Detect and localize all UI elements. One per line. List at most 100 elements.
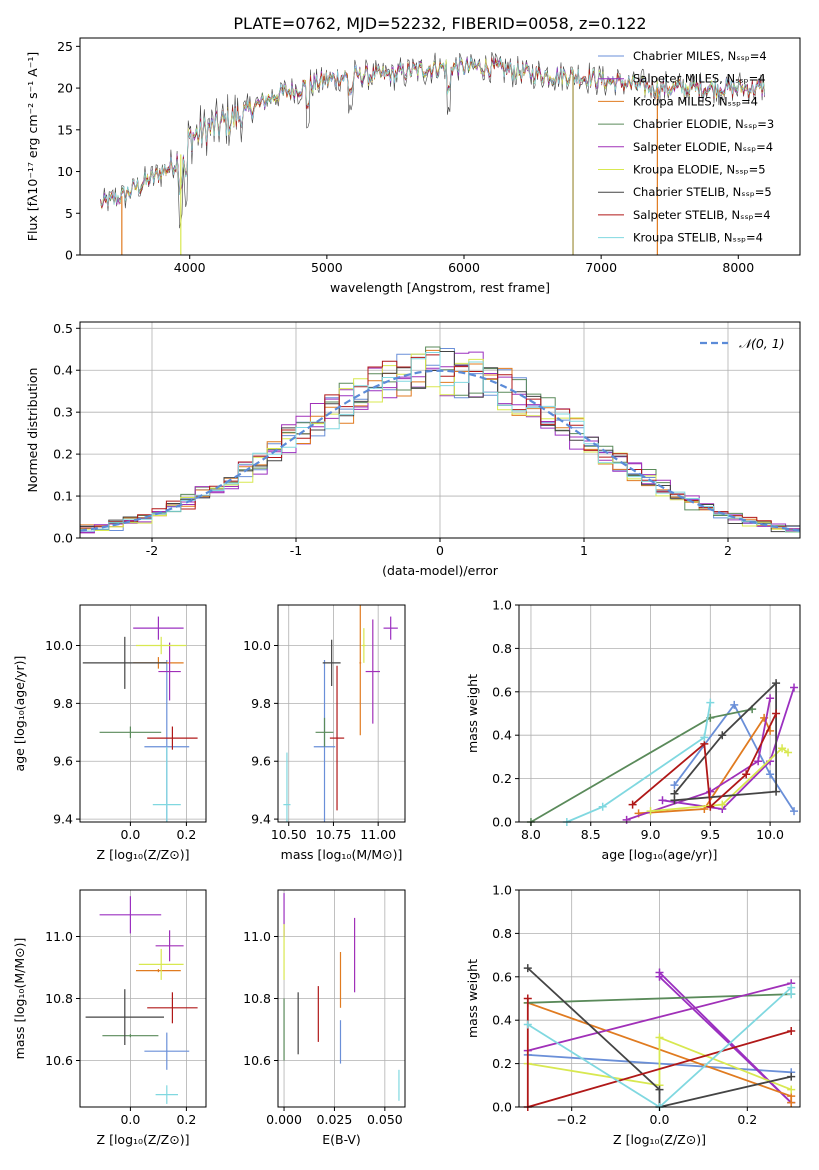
y-tick-label: 0.0 (492, 1100, 512, 1115)
mass-weight-vs-Z-panel: −0.2 0.0 0.2 0.0 0.2 0.4 0.6 0.8 1.0 Z [log₁₀(Z/Z… (465, 883, 801, 1147)
weight-point-marker (790, 807, 799, 816)
spectrum-panel: 4000 5000 6000 7000 8000 0 5 10 15 20 25 wavelength… (25, 37, 801, 295)
y-tick-label: 10.8 (45, 991, 73, 1006)
y-tick-label: 9.6 (53, 754, 73, 769)
weight-point-marker (730, 700, 739, 709)
weight-point-marker (787, 1085, 796, 1094)
y-tick-label: 0.3 (53, 405, 73, 420)
y-tick-label: 11.0 (45, 929, 73, 944)
x-tick-label: -2 (146, 543, 158, 558)
mass-weight-vs-age-panel: 8.0 8.5 9.0 9.5 10.0 0.0 0.2 0.4 0.6 0.8 1.0 age [l… (465, 598, 801, 862)
y-tick-label: 9.8 (53, 696, 73, 711)
y-tick-label: 9.6 (251, 754, 271, 769)
weight-series-line (626, 698, 771, 821)
spectrum-series-line (100, 57, 765, 207)
weight-point-marker (655, 972, 664, 981)
y-tick-label: 10 (57, 164, 73, 179)
weight-point-marker (670, 781, 679, 790)
weight-point-marker (523, 964, 532, 973)
axes-frame (277, 604, 406, 823)
x-tick-label: 8.5 (581, 827, 601, 842)
x-tick-label: 9.5 (700, 827, 720, 842)
y-tick-label: 0.1 (53, 489, 73, 504)
x-tick-label: 10.50 (271, 827, 307, 842)
histogram-series (80, 353, 800, 533)
x-axis-label: Z [log₁₀(Z/Z⊙)] (97, 1132, 190, 1147)
y-tick-label: 0.4 (53, 363, 73, 378)
x-tick-label: 0 (436, 543, 444, 558)
legend-entry: Kroupa STELIB, Nₛₛₚ=4 (633, 231, 763, 245)
x-tick-label: 11.00 (360, 827, 396, 842)
y-tick-label: 10.8 (243, 991, 271, 1006)
y-tick-label: 0 (65, 248, 73, 263)
x-tick-label: 0.025 (317, 1112, 353, 1127)
y-tick-label: 0.8 (492, 926, 512, 941)
y-tick-label: 10.6 (45, 1053, 73, 1068)
y-tick-label: 20 (57, 81, 73, 96)
y-tick-label: 9.4 (53, 812, 73, 827)
x-axis-label: E(B-V) (322, 1132, 361, 1147)
legend-entry: Chabrier ELODIE, Nₛₛₚ=3 (633, 117, 774, 131)
y-tick-label: 11.0 (243, 929, 271, 944)
y-tick-label: 9.8 (251, 696, 271, 711)
x-tick-label: 0.2 (737, 1112, 757, 1127)
weight-point-marker (766, 770, 775, 779)
y-tick-label: 1.0 (492, 883, 512, 898)
weight-point-marker (655, 1085, 664, 1094)
weight-point-marker (646, 807, 655, 816)
weight-series-line (650, 747, 789, 812)
weight-point-marker (772, 679, 781, 688)
x-tick-label: 2 (724, 543, 732, 558)
y-tick-label: 0.2 (492, 771, 512, 786)
legend-entry: Salpeter STELIB, Nₛₛₚ=4 (633, 208, 771, 222)
weight-point-marker (598, 802, 607, 811)
x-tick-label: 6000 (448, 260, 480, 275)
x-tick-label: 10.0 (756, 827, 784, 842)
x-tick-label: 8000 (722, 260, 754, 275)
legend-entry: Chabrier MILES, Nₛₛₚ=4 (633, 49, 767, 63)
legend-entry: Kroupa MILES, Nₛₛₚ=4 (633, 94, 758, 108)
y-axis-label: mass weight (465, 959, 480, 1038)
weight-point-marker (622, 815, 631, 824)
x-tick-label: 7000 (585, 260, 617, 275)
points-layer (283, 893, 400, 1101)
weight-point-marker (787, 1098, 796, 1107)
x-axis-label: Z [log₁₀(Z/Z⊙)] (613, 1132, 706, 1147)
y-tick-label: 15 (57, 122, 73, 137)
mass-vs-EBV-panel: 0.000 0.025 0.050 10.6 10.8 11.0 E(B-V) (243, 889, 406, 1147)
y-tick-label: 0.0 (53, 531, 73, 546)
weight-point-marker (718, 731, 727, 740)
x-axis-label: Z [log₁₀(Z/Z⊙)] (97, 847, 190, 862)
normal-reference-curve (79, 369, 801, 532)
y-axis-label: mass [log₁₀(M/M⊙)] (12, 938, 27, 1060)
weight-point-marker (706, 802, 715, 811)
x-tick-label: 1 (580, 543, 588, 558)
weight-point-marker (742, 770, 751, 779)
x-axis-label: mass [log₁₀(M/M⊙)] (281, 847, 403, 862)
y-tick-label: 5 (65, 206, 73, 221)
legend-entry: Chabrier STELIB, Nₛₛₚ=5 (633, 185, 772, 199)
x-tick-label: 0.2 (176, 1112, 196, 1127)
y-axis-label: Normed distribution (25, 368, 40, 493)
x-tick-label: 0.2 (176, 827, 196, 842)
y-tick-label: 0.4 (492, 1013, 512, 1028)
points-layer (82, 616, 198, 822)
y-tick-label: 25 (57, 39, 73, 54)
charts-layer: 4000 5000 6000 7000 80000510152025wavelength… (12, 37, 801, 1147)
x-axis-label: wavelength [Angstrom, rest frame] (330, 280, 550, 295)
y-axis-label: age [log₁₀(age/yr)] (12, 656, 27, 772)
weight-point-marker (523, 994, 532, 1003)
weight-point-marker (772, 709, 781, 718)
y-tick-label: 10.0 (243, 638, 271, 653)
legend-entry: 𝒩(0, 1) (739, 336, 785, 351)
weight-point-marker (787, 1072, 796, 1081)
y-axis-label: mass weight (465, 674, 480, 753)
age-vs-mass-panel: 10.50 10.75 11.00 9.4 9.6 9.8 10.0 mass [log₁₀(… (243, 604, 406, 862)
legend-entry: Salpeter MILES, Nₛₛₚ=4 (633, 72, 766, 86)
residuals-panel: -2 -1 0 1 2 0.0 0.1 0.2 0.3 0.4 0.5 (data-model)/er… (25, 321, 801, 578)
age-vs-Z-panel: 0.0 0.2 9.4 9.6 9.8 10.0 Z [log₁₀(Z/Z⊙)] age [l… (12, 604, 207, 862)
weight-series-line (527, 1036, 792, 1091)
x-tick-label: -1 (290, 543, 302, 558)
x-tick-label: 0.0 (120, 1112, 140, 1127)
